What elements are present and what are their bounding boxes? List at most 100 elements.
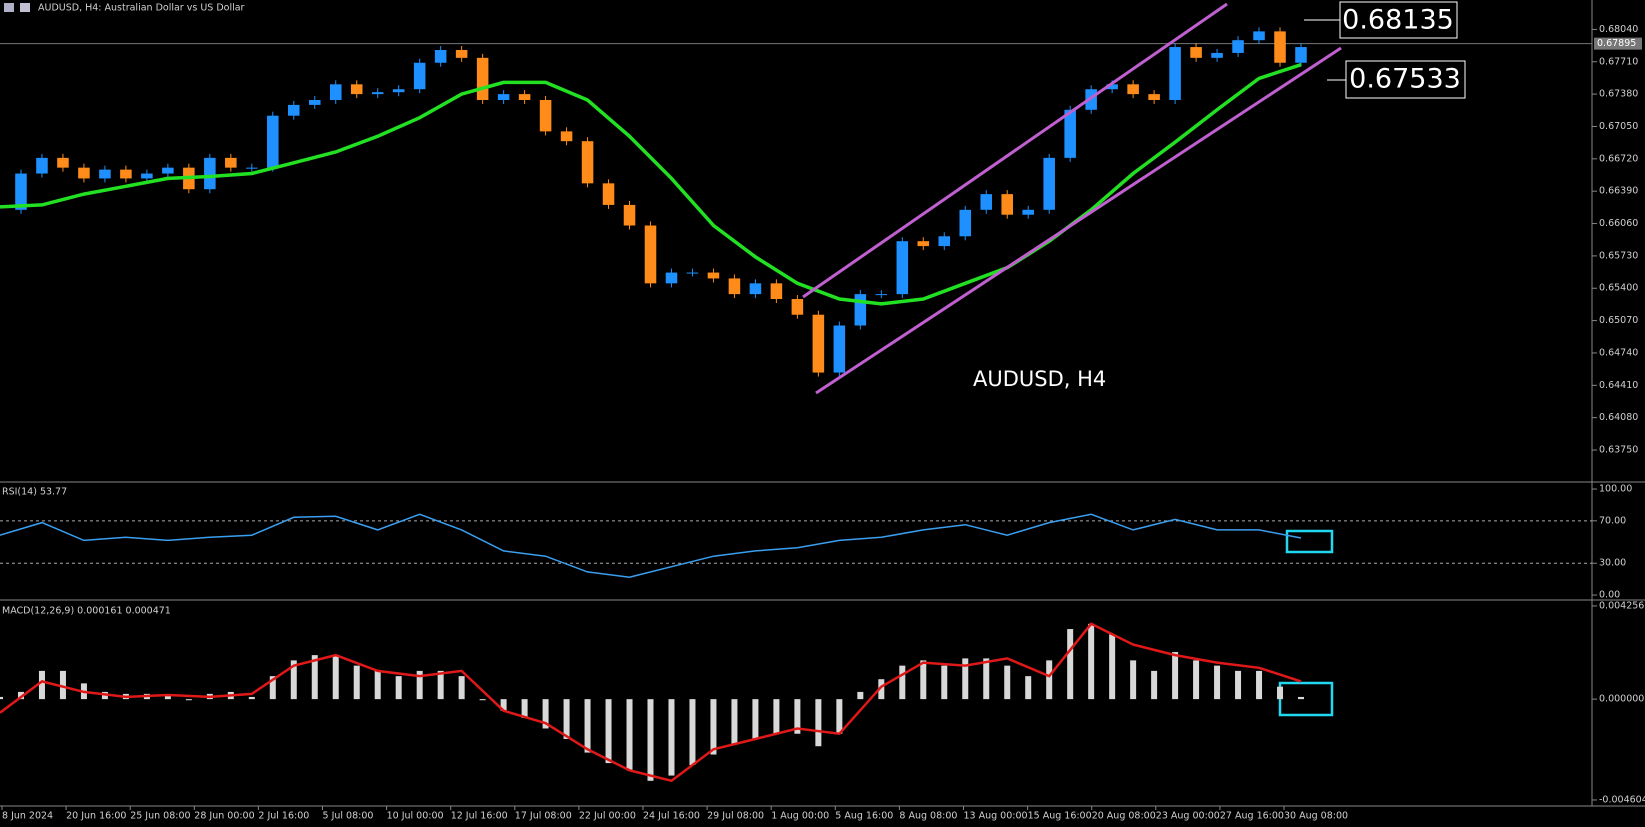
highlight-box [1285,529,1334,554]
y-tick-label: 0.66720 [1599,153,1638,164]
macd-bar [395,676,402,700]
y-tick-label: 70.00 [1599,515,1626,526]
candle [455,50,468,58]
candle [204,157,216,190]
candle [602,183,615,205]
macd-bar [1004,665,1011,700]
y-tick-label: 0.67710 [1599,56,1638,67]
channel-lower [815,46,1342,395]
macd-bar [899,665,906,700]
candle [392,89,405,93]
macd-bar [416,670,423,700]
candle [1211,52,1223,58]
macd-bar [458,676,465,700]
candle [959,209,972,237]
candle [120,169,132,179]
candle [1001,194,1013,215]
x-tick-label: 1 Aug 00:00 [771,811,829,822]
candle [57,157,69,168]
macd-bar [815,699,822,747]
x-tick-label: 30 Aug 08:00 [1284,811,1348,822]
chart-icon[interactable] [20,3,30,12]
y-tick-label: 0.004256 [1599,600,1644,611]
candle [980,194,993,210]
macd-bar [437,670,444,700]
candle [308,100,321,105]
y-tick-label: 0.67380 [1599,89,1638,100]
macd-signal [0,622,1302,783]
menu-icon[interactable] [4,3,14,12]
candle [518,94,531,101]
macd-bar [983,658,990,700]
annotation-box [1345,60,1466,99]
x-tick-label: 13 Aug 00:00 [964,811,1028,822]
candle [1043,157,1055,210]
y-tick-label: 0.67050 [1599,121,1638,132]
macd-bar [1214,665,1221,700]
y-tick-label: 0.64740 [1599,347,1638,358]
x-tick-label: 17 Jul 08:00 [515,811,572,822]
y-tick-label: 0.65400 [1599,283,1638,294]
candle [36,157,48,174]
x-tick-label: 12 Jul 16:00 [451,811,508,822]
x-tick-label: 15 Aug 16:00 [1028,811,1092,822]
candle [162,167,174,174]
macd-bar [59,670,66,700]
x-tick-label: 22 Jul 00:00 [579,811,636,822]
candle [665,272,678,284]
candle [791,299,804,315]
candle [938,236,951,247]
candle [917,241,930,247]
current-price-label: 0.67895 [1597,38,1636,49]
macd-bar [563,699,570,739]
x-tick-label: 27 Aug 16:00 [1220,811,1284,822]
candle [896,241,909,295]
macd-bar [878,679,885,700]
x-tick-label: 20 Jun 16:00 [66,811,126,822]
annotation: AUDUSD, H4 [973,367,1106,391]
macd-bar [962,658,969,700]
macd-bar [374,670,381,700]
y-tick-label: 0.65070 [1599,315,1638,326]
y-tick-label: 0.000000 [1599,694,1644,705]
macd-bar [605,699,612,764]
candle [15,173,27,210]
macd-bar [689,699,696,766]
macd-bar [584,699,591,753]
channel-upper [802,2,1228,299]
candle [434,50,447,63]
candle [707,272,720,279]
candle [476,57,489,101]
candle [539,100,552,132]
macd-bar [164,694,171,700]
y-tick-label: 0.66390 [1599,186,1638,197]
x-tick-label: 10 Jul 00:00 [387,811,444,822]
candle [854,294,867,326]
chart-title: AUDUSD, H4: Australian Dollar vs US Doll… [38,3,245,14]
x-tick-label: 2 Jul 16:00 [258,811,309,822]
macd-bar [332,655,339,700]
x-tick-label: 5 Jul 08:00 [323,811,374,822]
candle [1148,94,1160,101]
candle [1169,47,1181,101]
macd-bar [626,699,633,771]
candle [329,84,342,101]
macd-bar [1109,634,1116,700]
candle [267,115,279,168]
candle [770,283,783,300]
x-tick-label: 8 Jun 2024 [2,811,53,822]
candle [833,325,846,373]
candle [1190,47,1202,58]
annotation: 0.68135 [1342,5,1454,36]
current-price-tag [1594,37,1642,50]
macd-bar [731,699,738,745]
macd-bar [521,699,528,718]
macd-bar [269,676,276,700]
macd-bar [311,655,318,700]
macd-title: MACD(12,26,9) 0.000161 0.000471 [2,606,171,617]
y-tick-label: 0.66060 [1599,218,1638,229]
macd-bar [1151,670,1158,700]
candle [581,141,594,184]
